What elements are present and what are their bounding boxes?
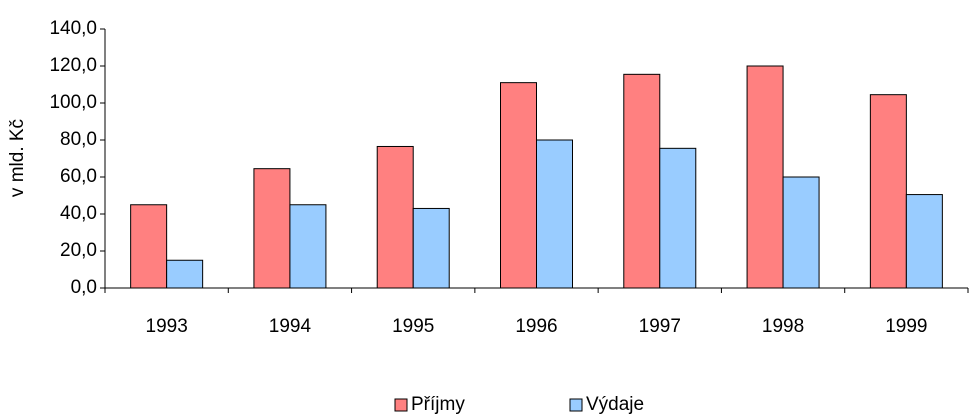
y-tick-label: 20,0 (60, 240, 97, 261)
bar (659, 147, 697, 289)
y-axis-label: v mld. Kč (7, 119, 28, 197)
bar (376, 145, 414, 289)
x-tick-label: 1995 (392, 316, 434, 337)
bar (500, 82, 537, 289)
legend-swatch (569, 398, 583, 412)
y-tick-label: 120,0 (49, 55, 97, 76)
x-tick-label: 1998 (762, 316, 804, 337)
bar (412, 207, 450, 289)
bar (166, 259, 204, 289)
bar (869, 94, 907, 289)
x-tick-label: 1997 (639, 316, 681, 337)
bar (130, 204, 168, 289)
bar (782, 176, 820, 289)
bar (536, 139, 573, 289)
y-tick-label: 140,0 (49, 18, 97, 39)
y-tick-label: 100,0 (49, 92, 97, 113)
x-tick-label: 1994 (269, 316, 312, 337)
legend-swatch (394, 398, 408, 412)
y-tick-label: 80,0 (60, 129, 97, 150)
y-tick-label: 60,0 (60, 166, 97, 187)
y-tick-label: 0,0 (71, 277, 97, 298)
bar (746, 65, 784, 289)
bar (905, 194, 943, 289)
legend-label: Výdaje (586, 394, 644, 415)
bar (289, 204, 327, 289)
bar (623, 73, 661, 289)
x-tick-label: 1999 (885, 316, 927, 337)
bar (253, 168, 291, 289)
y-tick-label: 40,0 (60, 203, 97, 224)
x-tick-label: 1993 (146, 316, 188, 337)
x-tick-label: 1996 (515, 316, 557, 337)
legend-label: Příjmy (411, 394, 465, 415)
